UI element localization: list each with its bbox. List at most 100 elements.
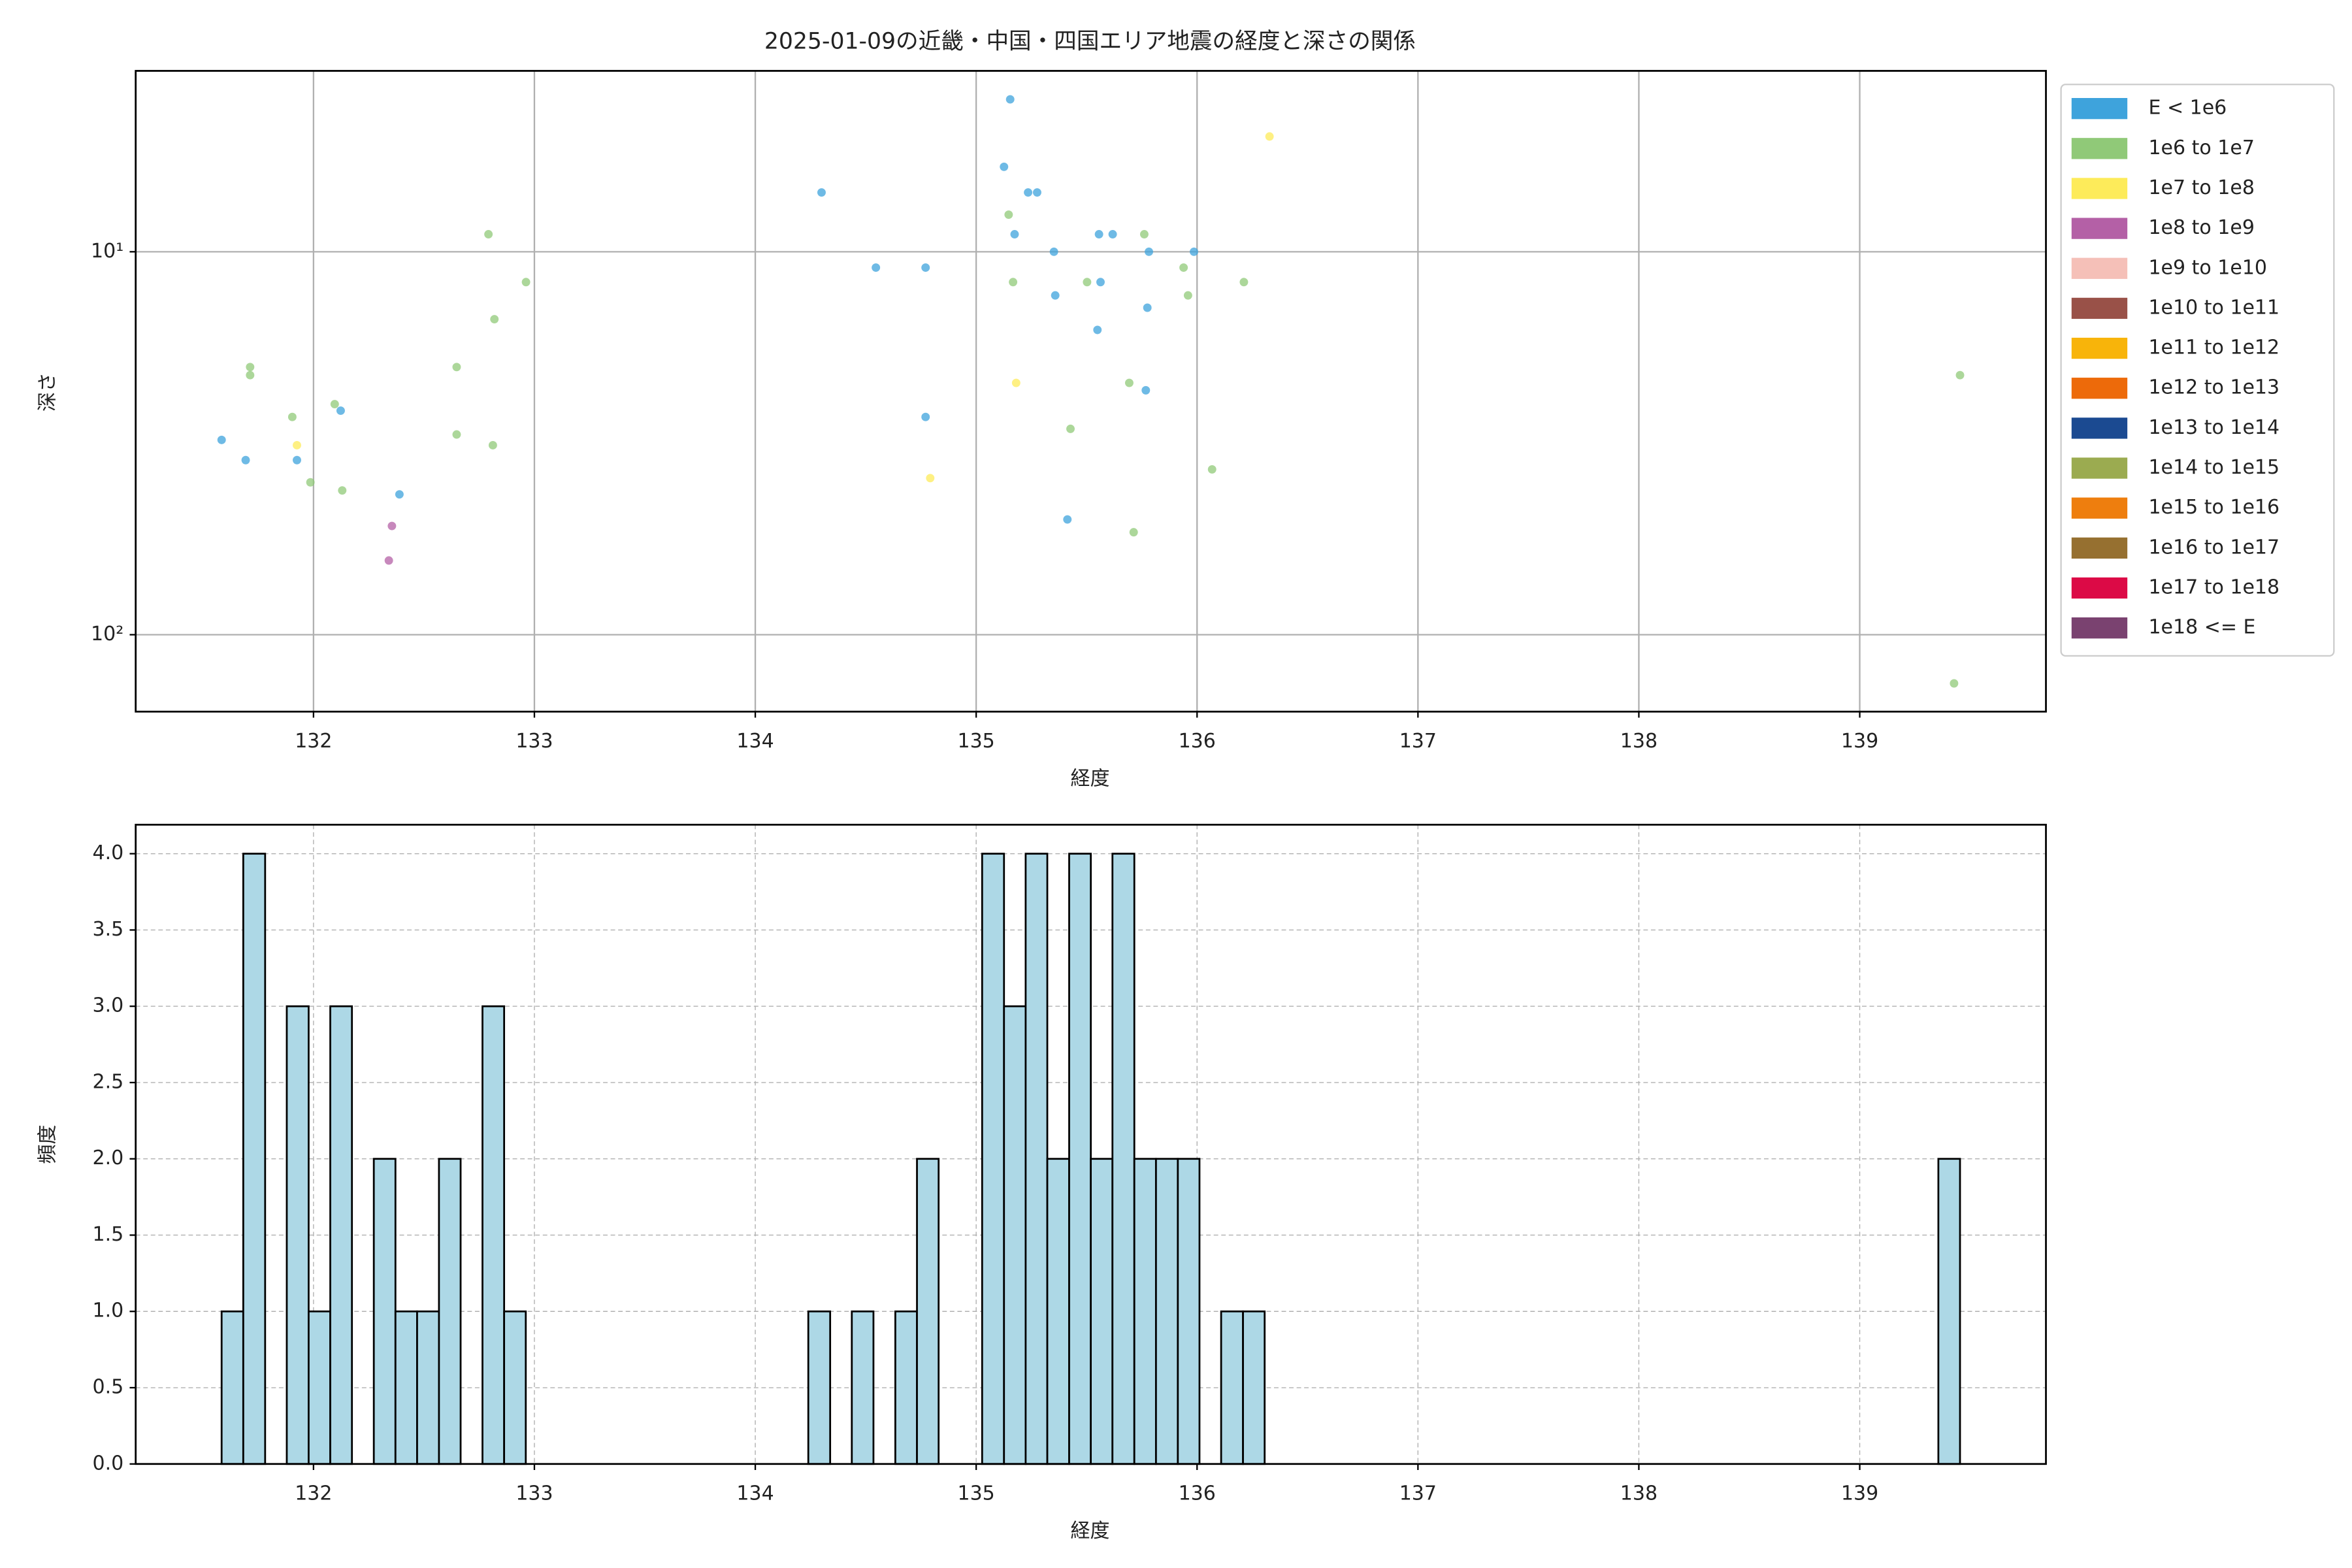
scatter-point bbox=[287, 412, 297, 421]
scatter-point bbox=[330, 400, 339, 409]
legend-swatch bbox=[2071, 138, 2128, 159]
x-axis-label: 経度 bbox=[1070, 1520, 1109, 1543]
scatter-point bbox=[217, 435, 226, 444]
legend-swatch bbox=[2071, 497, 2128, 519]
histogram-bar bbox=[372, 1158, 397, 1465]
scatter-point bbox=[490, 315, 499, 324]
scatter-point bbox=[338, 486, 347, 495]
x-tick-label: 135 bbox=[958, 730, 995, 753]
scatter-point bbox=[1093, 325, 1102, 335]
y-tick-label: 0.0 bbox=[93, 1452, 124, 1475]
histogram-bar bbox=[503, 1310, 527, 1465]
legend-label: 1e7 to 1e8 bbox=[2148, 176, 2254, 199]
scatter-point bbox=[1179, 263, 1188, 272]
y-tick-label: 2.0 bbox=[93, 1147, 124, 1169]
legend-label: 1e12 to 1e13 bbox=[2148, 376, 2279, 399]
scatter-point bbox=[1129, 528, 1138, 537]
histogram-bar bbox=[1068, 853, 1092, 1465]
histogram-bar bbox=[1154, 1158, 1179, 1465]
scatter-point bbox=[452, 430, 461, 439]
scatter-point bbox=[1096, 278, 1105, 287]
scatter-point bbox=[1143, 303, 1152, 312]
legend-label: 1e14 to 1e15 bbox=[2148, 456, 2279, 479]
x-tick-label: 136 bbox=[1179, 1482, 1216, 1505]
legend-swatch bbox=[2071, 617, 2128, 639]
y-tick-label: 4.0 bbox=[93, 841, 124, 864]
legend-swatch bbox=[2071, 577, 2128, 599]
scatter-point bbox=[1094, 230, 1103, 238]
histogram-bar bbox=[416, 1310, 440, 1465]
x-tick-label: 139 bbox=[1841, 730, 1878, 753]
scatter-point bbox=[1063, 515, 1072, 524]
histogram-bar bbox=[1242, 1310, 1266, 1465]
x-tick-label: 139 bbox=[1841, 1482, 1878, 1505]
legend-swatch bbox=[2071, 98, 2128, 120]
scatter-point bbox=[1083, 278, 1092, 287]
legend-swatch bbox=[2071, 297, 2128, 319]
histogram-bar bbox=[1003, 1005, 1027, 1465]
scatter-point bbox=[926, 474, 935, 483]
scatter-point bbox=[293, 440, 301, 449]
scatter-point bbox=[1011, 378, 1021, 387]
scatter-point bbox=[1239, 278, 1249, 287]
scatter-point bbox=[1108, 230, 1117, 238]
scatter-point bbox=[872, 263, 881, 272]
legend-swatch bbox=[2071, 378, 2128, 399]
histogram-bar bbox=[286, 1005, 310, 1465]
x-tick-label: 138 bbox=[1620, 730, 1658, 753]
scatter-point bbox=[384, 556, 393, 565]
scatter-point bbox=[484, 230, 493, 238]
histogram-bar bbox=[220, 1310, 244, 1465]
x-tick-label: 137 bbox=[1399, 730, 1437, 753]
histogram-bar bbox=[894, 1310, 918, 1465]
histogram-bar bbox=[308, 1310, 331, 1465]
x-tick-label: 138 bbox=[1620, 1482, 1658, 1505]
histogram-bar bbox=[1937, 1158, 1961, 1465]
histogram-bar bbox=[1177, 1158, 1201, 1465]
scatter-point bbox=[452, 363, 461, 372]
histogram-bar bbox=[438, 1158, 462, 1465]
scatter-point bbox=[1139, 230, 1149, 238]
y-tick-label: 10² bbox=[91, 623, 123, 645]
histogram-bar bbox=[1220, 1310, 1244, 1465]
y-tick-label: 0.5 bbox=[93, 1376, 124, 1399]
scatter-point bbox=[246, 363, 255, 372]
scatter-point bbox=[1010, 230, 1019, 238]
histogram-bar bbox=[1111, 853, 1135, 1465]
scatter-point bbox=[1265, 132, 1274, 141]
scatter-point bbox=[1004, 210, 1013, 220]
scatter-point bbox=[1024, 188, 1033, 197]
scatter-point bbox=[817, 188, 826, 197]
scatter-point bbox=[921, 412, 930, 421]
histogram-bar bbox=[242, 853, 267, 1465]
scatter-point bbox=[1049, 247, 1058, 256]
histogram-bar bbox=[394, 1310, 418, 1465]
legend-swatch bbox=[2071, 417, 2128, 439]
legend-swatch bbox=[2071, 218, 2128, 239]
scatter-point bbox=[246, 370, 255, 380]
histogram-bar bbox=[1090, 1158, 1114, 1465]
scatter-point bbox=[1955, 370, 1965, 380]
legend-swatch bbox=[2071, 537, 2128, 559]
histogram-bar bbox=[1046, 1158, 1070, 1465]
x-tick-label: 134 bbox=[736, 1482, 774, 1505]
y-tick-label: 3.5 bbox=[93, 918, 124, 941]
scatter-point bbox=[1124, 378, 1134, 387]
scatter-point bbox=[521, 278, 531, 287]
histogram-bar bbox=[1024, 853, 1049, 1465]
scatter-point bbox=[1207, 465, 1217, 474]
scatter-point bbox=[1141, 385, 1151, 395]
legend-label: 1e16 to 1e17 bbox=[2148, 536, 2279, 559]
histogram-bar bbox=[851, 1310, 875, 1465]
scatter-point bbox=[1005, 95, 1015, 104]
x-tick-label: 136 bbox=[1179, 730, 1216, 753]
x-tick-label: 133 bbox=[515, 730, 553, 753]
scatter-point bbox=[1032, 188, 1041, 197]
histogram-bar bbox=[981, 853, 1005, 1465]
y-tick-label: 2.5 bbox=[93, 1070, 124, 1093]
scatter-point bbox=[306, 478, 315, 487]
legend-label: 1e17 to 1e18 bbox=[2148, 576, 2279, 599]
scatter-point bbox=[395, 490, 404, 499]
legend-label: 1e8 to 1e9 bbox=[2148, 216, 2254, 239]
